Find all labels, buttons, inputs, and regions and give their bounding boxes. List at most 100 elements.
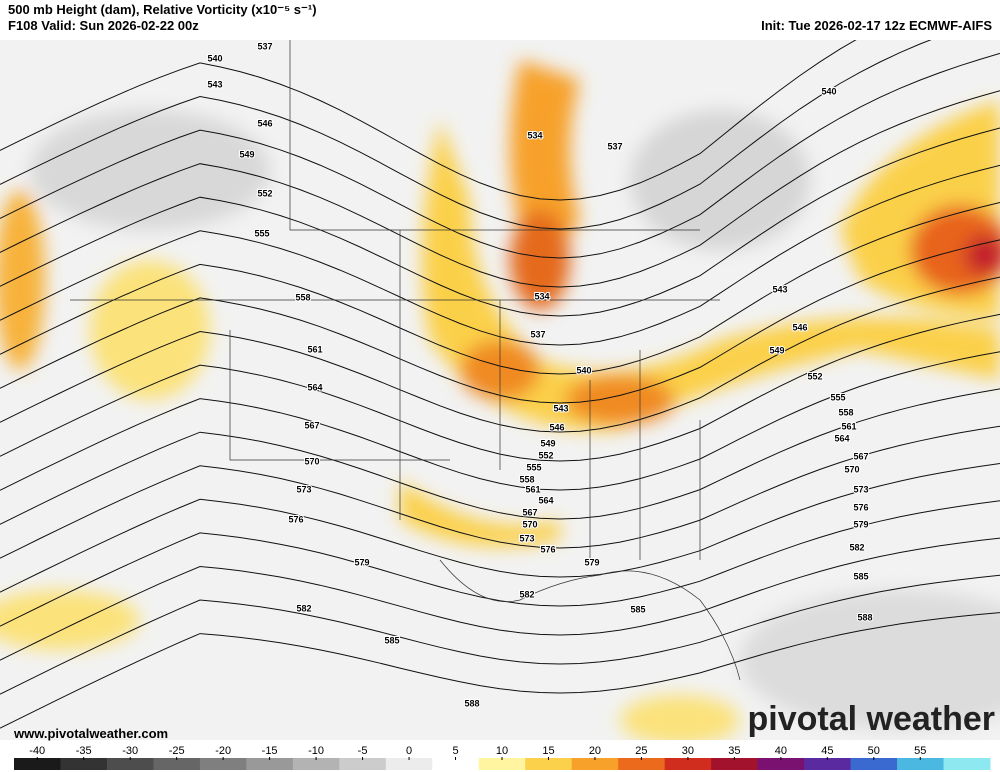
height-contour: [0, 537, 1000, 661]
contour-label: 540: [207, 53, 222, 63]
colorbar-swatch: [60, 758, 108, 770]
contour-label: 564: [307, 382, 322, 392]
site-url: www.pivotalweather.com: [13, 726, 168, 741]
colorbar-swatch: [850, 758, 898, 770]
colorbar-swatch: [757, 758, 805, 770]
logo: pivotal weather: [747, 700, 995, 738]
height-contour: [0, 90, 1000, 288]
contour-label: 552: [807, 371, 822, 381]
contour-label: 585: [630, 604, 645, 614]
height-contour: [0, 500, 1000, 627]
colorbar-tick-label: 0: [406, 745, 412, 757]
colorbar-tick-label: -35: [76, 745, 92, 757]
contour-label: 543: [553, 403, 568, 413]
colorbar-tick-label: -40: [29, 745, 45, 757]
contour-label: 576: [853, 502, 868, 512]
colorbar-tick-label: 10: [496, 745, 508, 757]
colorbar-swatch: [246, 758, 294, 770]
contour-label: 567: [853, 451, 868, 461]
colorbar-tick-label: 45: [821, 745, 833, 757]
contour-label: 558: [295, 292, 310, 302]
map-title: 500 mb Height (dam), Relative Vorticity …: [8, 2, 317, 17]
colorbar-tick-label: -10: [308, 745, 324, 757]
contour-label: 579: [354, 557, 369, 567]
colorbar-tick-label: 35: [728, 745, 740, 757]
colorbar-swatch: [618, 758, 666, 770]
contour-label: 549: [540, 438, 555, 448]
contour-label: 540: [821, 86, 836, 96]
height-contour: [0, 388, 1000, 525]
colorbar-swatch: [711, 758, 759, 770]
colorbar-tick-label: 15: [542, 745, 554, 757]
contour-label: 555: [254, 228, 269, 238]
colorbar-swatch: [525, 758, 573, 770]
vorticity-field: [0, 40, 1000, 740]
colorbar-tick-label: 20: [589, 745, 601, 757]
contour-label: 570: [844, 464, 859, 474]
colorbar-swatch: [153, 758, 201, 770]
contour-label: 540: [576, 365, 591, 375]
colorbar-swatch: [292, 758, 340, 770]
contour-label: 588: [857, 612, 872, 622]
colorbar-swatch: [385, 758, 433, 770]
contour-label: 549: [769, 345, 784, 355]
contour-label: 546: [792, 322, 807, 332]
colorbar-swatch: [897, 758, 945, 770]
contour-label: 534: [527, 130, 542, 140]
height-contour: [0, 40, 932, 230]
contour-label: 549: [239, 149, 254, 159]
colorbar-tick-label: -30: [122, 745, 138, 757]
colorbar-tick-label: 40: [775, 745, 787, 757]
height-contour: [0, 425, 1000, 559]
contour-label: 579: [584, 557, 599, 567]
contour-label: 543: [772, 284, 787, 294]
contour-label: 567: [304, 420, 319, 430]
colorbar-tick-label: -5: [358, 745, 368, 757]
contour-label: 546: [549, 422, 564, 432]
height-contour: [0, 463, 1000, 593]
init-time: Init: Tue 2026-02-17 12z ECMWF-AIFS: [761, 18, 992, 33]
height-contour: [0, 40, 857, 201]
colorbar-tick-label: -25: [169, 745, 185, 757]
contour-label: 537: [257, 41, 272, 51]
colorbar-tick-label: -20: [215, 745, 231, 757]
contour-label: 561: [841, 421, 856, 431]
contour-label: 558: [519, 474, 534, 484]
colorbar-swatch: [14, 758, 61, 770]
contour-label: 576: [288, 514, 303, 524]
contour-label: 585: [853, 571, 868, 581]
contour-label: 582: [849, 542, 864, 552]
contour-label: 564: [834, 433, 849, 443]
contour-label: 537: [607, 141, 622, 151]
colorbar-swatch: [432, 758, 480, 770]
contour-label: 552: [538, 450, 553, 460]
contour-label: 564: [538, 495, 553, 505]
contour-label: 561: [525, 484, 540, 494]
contour-label: 546: [257, 118, 272, 128]
contour-label: 588: [464, 698, 479, 708]
colorbar-tick-label: 50: [868, 745, 880, 757]
valid-time: F108 Valid: Sun 2026-02-22 00z: [8, 18, 199, 33]
height-contour: [0, 574, 1000, 695]
colorbar-swatch: [943, 758, 991, 770]
contour-label: 573: [296, 484, 311, 494]
colorbar-tick-label: 30: [682, 745, 694, 757]
colorbar-swatch: [571, 758, 619, 770]
contour-label: 543: [207, 79, 222, 89]
colorbar-tick-label: 25: [635, 745, 647, 757]
contour-label: 573: [853, 484, 868, 494]
height-contour: [0, 351, 1000, 491]
contour-label: 555: [830, 392, 845, 402]
contour-label: 552: [257, 188, 272, 198]
contour-label: 534: [534, 291, 549, 301]
contour-label: 558: [838, 407, 853, 417]
colorbar-swatch: [339, 758, 387, 770]
colorbar-swatch: [478, 758, 526, 770]
height-contour: [0, 52, 1000, 259]
height-contour: [0, 612, 1000, 729]
colorbar-swatch: [804, 758, 852, 770]
contour-label: 555: [526, 462, 541, 472]
contour-label: 537: [530, 329, 545, 339]
contour-label: 576: [540, 544, 555, 554]
